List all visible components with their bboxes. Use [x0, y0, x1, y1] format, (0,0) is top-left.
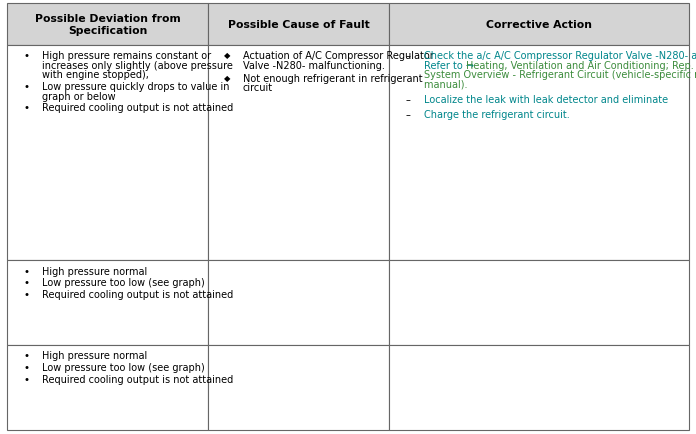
Text: Localize the leak with leak detector and eliminate: Localize the leak with leak detector and…	[424, 95, 671, 105]
Text: System Overview - Refrigerant Circuit (vehicle-specific repair: System Overview - Refrigerant Circuit (v…	[424, 70, 696, 80]
Text: –: –	[406, 110, 411, 120]
Text: circuit: circuit	[243, 83, 273, 93]
Text: with engine stopped),: with engine stopped),	[42, 70, 149, 80]
Text: Required cooling output is not attained: Required cooling output is not attained	[42, 374, 233, 384]
Text: ◆: ◆	[224, 73, 231, 82]
Text: Low pressure too low (see graph): Low pressure too low (see graph)	[42, 278, 205, 288]
Text: Low pressure quickly drops to value in: Low pressure quickly drops to value in	[42, 82, 229, 92]
Text: Heating, Ventilation and Air Conditioning; Rep. Gr.87;: Heating, Ventilation and Air Conditionin…	[466, 61, 696, 71]
Text: •: •	[24, 362, 29, 372]
Text: increases only slightly (above pressure: increases only slightly (above pressure	[42, 61, 232, 71]
Text: High pressure normal: High pressure normal	[42, 351, 147, 361]
Text: •: •	[24, 351, 29, 361]
Bar	[7, 46, 208, 260]
Bar	[208, 345, 389, 430]
Bar	[389, 4, 689, 46]
Text: –: –	[406, 51, 411, 61]
Text: Corrective Action: Corrective Action	[486, 20, 592, 30]
Text: Refer to →: Refer to →	[424, 61, 477, 71]
Bar	[208, 46, 389, 260]
Bar	[7, 4, 208, 46]
Text: High pressure remains constant or: High pressure remains constant or	[42, 51, 211, 61]
Text: •: •	[24, 51, 29, 61]
Text: Actuation of A/C Compressor Regulator: Actuation of A/C Compressor Regulator	[243, 51, 434, 61]
Bar	[389, 260, 689, 345]
Text: •: •	[24, 103, 29, 113]
Text: Not enough refrigerant in refrigerant: Not enough refrigerant in refrigerant	[243, 73, 422, 83]
Text: Required cooling output is not attained: Required cooling output is not attained	[42, 103, 233, 113]
Bar	[7, 345, 208, 430]
Text: Valve -N280- malfunctioning.: Valve -N280- malfunctioning.	[243, 61, 385, 71]
Bar	[389, 345, 689, 430]
Text: Charge the refrigerant circuit.: Charge the refrigerant circuit.	[424, 110, 573, 120]
Text: Required cooling output is not attained: Required cooling output is not attained	[42, 289, 233, 299]
Text: •: •	[24, 82, 29, 92]
Text: •: •	[24, 289, 29, 299]
Text: High pressure normal: High pressure normal	[42, 266, 147, 276]
Bar	[389, 46, 689, 260]
Text: Possible Cause of Fault: Possible Cause of Fault	[228, 20, 370, 30]
Text: manual).: manual).	[424, 79, 470, 89]
Text: Possible Deviation from
Specification: Possible Deviation from Specification	[35, 14, 180, 36]
Bar	[7, 260, 208, 345]
Text: Check the a/c A/C Compressor Regulator Valve -N280- activation.: Check the a/c A/C Compressor Regulator V…	[424, 51, 696, 61]
Text: •: •	[24, 278, 29, 288]
Text: Low pressure too low (see graph): Low pressure too low (see graph)	[42, 362, 205, 372]
Text: graph or below: graph or below	[42, 92, 116, 102]
Bar	[208, 4, 389, 46]
Text: ◆: ◆	[224, 51, 231, 60]
Text: –: –	[406, 95, 411, 105]
Text: •: •	[24, 266, 29, 276]
Text: •: •	[24, 374, 29, 384]
Bar	[208, 260, 389, 345]
